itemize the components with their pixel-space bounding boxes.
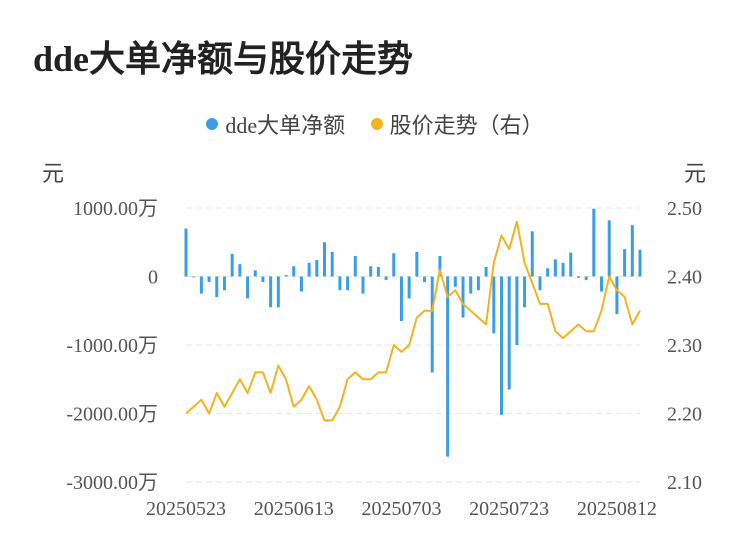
dde-bar <box>484 266 488 277</box>
dde-bar <box>376 266 380 277</box>
dde-bar <box>269 276 273 308</box>
dde-bar <box>253 270 257 277</box>
dde-bar <box>192 276 196 278</box>
dde-bar <box>499 276 503 415</box>
dde-bar <box>299 276 303 292</box>
dde-bar <box>469 276 473 294</box>
dde-bar <box>507 276 511 390</box>
grid-layer <box>186 207 640 483</box>
dde-bar <box>415 251 419 277</box>
left-tick-label: 0 <box>148 267 158 289</box>
dde-bar <box>307 262 311 277</box>
price-line <box>185 220 641 422</box>
dde-bar <box>638 249 642 277</box>
dde-bar <box>361 276 365 294</box>
dde-bar <box>315 260 319 277</box>
dde-bar <box>292 266 296 277</box>
dde-bar <box>476 276 480 291</box>
right-tick-label: 2.10 <box>667 472 702 494</box>
legend-label-price: 股价走势（右） <box>389 113 544 138</box>
dde-bar <box>438 255 442 277</box>
dde-bar <box>330 251 334 277</box>
axis-labels: 1000.00万 0 -1000.00万 -2000.00万 -3000.00万 2.50… <box>66 198 702 520</box>
dde-bar <box>576 276 580 278</box>
dde-bar <box>222 276 226 291</box>
left-tick-label: -2000.00万 <box>66 404 158 426</box>
dde-bar <box>423 276 427 282</box>
dde-bar <box>453 276 457 287</box>
left-tick-label: 1000.00万 <box>73 198 158 220</box>
dde-bar <box>184 228 188 277</box>
dde-bar <box>630 225 634 277</box>
dde-bar <box>446 276 450 457</box>
dde-bar <box>384 276 388 280</box>
dde-bar <box>569 252 573 277</box>
dde-bar <box>369 266 373 277</box>
right-axis-unit: 元 <box>684 161 707 186</box>
line-series <box>185 220 641 422</box>
dde-bar <box>538 276 542 291</box>
dde-bar <box>346 276 350 291</box>
legend-item-dde[interactable]: dde大单净额 <box>206 108 345 140</box>
dde-bar <box>615 276 619 315</box>
dde-bar <box>461 276 465 318</box>
x-tick-label: 20250523 <box>146 498 226 520</box>
dde-bar <box>407 276 411 299</box>
dde-bar <box>553 259 557 277</box>
legend-dot-dde <box>206 118 219 130</box>
x-tick-label: 20250703 <box>361 498 441 520</box>
x-tick-label: 20250613 <box>254 498 334 520</box>
dde-bar <box>600 276 604 292</box>
dde-bar <box>230 253 234 277</box>
right-tick-label: 2.30 <box>667 335 702 357</box>
x-tick-label: 20250723 <box>469 498 549 520</box>
dde-bar <box>238 264 242 277</box>
dde-bar <box>515 276 519 345</box>
legend: dde大单净额 股价走势（右） <box>0 108 750 140</box>
legend-dot-price <box>370 118 383 130</box>
dde-bar <box>492 276 496 334</box>
dde-bar <box>623 249 627 277</box>
bar-series <box>184 208 642 457</box>
left-axis-unit: 元 <box>42 161 65 186</box>
dde-bar <box>546 268 550 277</box>
dde-bar <box>199 276 203 294</box>
dde-bar <box>399 276 403 322</box>
left-tick-label: -1000.00万 <box>66 335 158 357</box>
dde-bar <box>353 255 357 277</box>
dde-bar <box>523 276 527 308</box>
dde-bar <box>592 208 596 277</box>
dde-bar <box>323 242 327 277</box>
dde-bar <box>261 276 265 282</box>
dde-bar <box>284 275 288 277</box>
dde-bar <box>338 276 342 291</box>
dde-bar <box>561 262 565 277</box>
right-tick-label: 2.20 <box>667 404 702 426</box>
dde-bar <box>392 253 396 277</box>
dde-bar <box>276 276 280 308</box>
legend-item-price[interactable]: 股价走势（右） <box>370 108 544 140</box>
chart-title: dde大单净额与股价走势 <box>33 39 414 79</box>
right-tick-label: 2.40 <box>667 267 702 289</box>
dde-bar <box>430 276 434 373</box>
right-tick-label: 2.50 <box>667 198 702 220</box>
dde-bar <box>607 220 611 277</box>
left-tick-label: -3000.00万 <box>66 472 158 494</box>
dde-bar <box>246 276 250 299</box>
dde-bar <box>215 276 219 298</box>
x-tick-label: 20250812 <box>577 498 657 520</box>
dde-bar <box>207 276 211 282</box>
dde-bar <box>584 276 588 280</box>
legend-label-dde: dde大单净额 <box>225 113 346 138</box>
dde-bar <box>530 231 534 277</box>
